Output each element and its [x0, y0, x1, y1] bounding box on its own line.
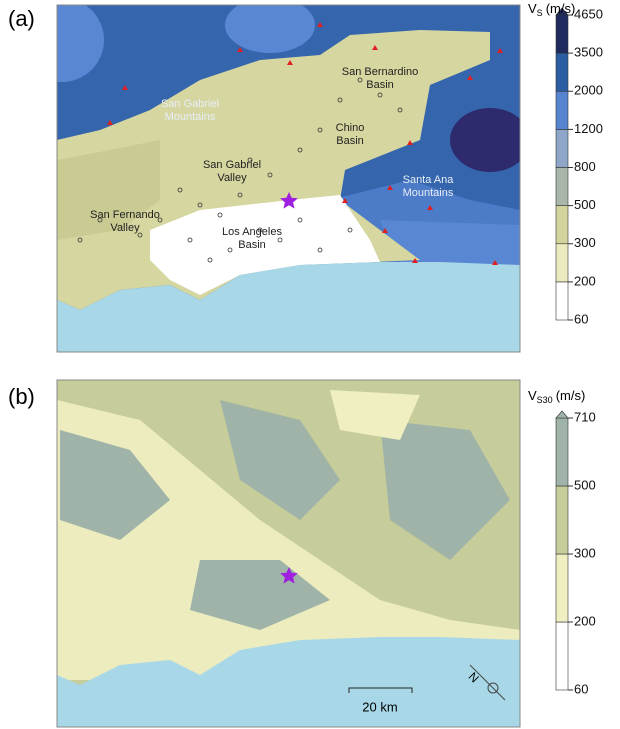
place-name: Valley: [110, 222, 140, 234]
title-sub: S: [537, 8, 543, 18]
place-name: Basin: [336, 135, 364, 147]
place-name: Mountains: [403, 187, 454, 199]
colorbar-segment: [556, 53, 568, 91]
title-main: V: [528, 388, 537, 403]
place-name: Santa Ana: [403, 174, 455, 186]
colorbar-tick-label: 2000: [574, 83, 603, 98]
colorbar-cap: [556, 411, 568, 418]
colorbar-tick-label: 3500: [574, 45, 603, 60]
map-a: [20, 0, 530, 352]
colorbar-segment: [556, 129, 568, 167]
place-name: Basin: [238, 239, 266, 251]
colorbar-tick-label: 300: [574, 235, 596, 250]
panel-label: (a): [8, 6, 35, 31]
place-name: Chino: [336, 122, 365, 134]
colorbar-tick-label: 1200: [574, 121, 603, 136]
colorbar-title: VS30(m/s): [528, 388, 585, 405]
place-name: San Gabriel: [203, 159, 261, 171]
title-sub: S30: [537, 395, 553, 405]
colorbar-segment: [556, 206, 568, 244]
colorbar-segment: [556, 168, 568, 206]
colorbar-tick-label: 200: [574, 613, 596, 628]
colorbar-segment: [556, 418, 568, 486]
map-b: [57, 380, 520, 727]
colorbar-segment: [556, 282, 568, 320]
place-name: Valley: [217, 172, 247, 184]
colorbar-segment: [556, 91, 568, 129]
place-name: Los Angeles: [222, 226, 282, 238]
colorbar-segment: [556, 15, 568, 53]
colorbar-title: VS(m/s): [528, 1, 575, 18]
colorbar-segment: [556, 554, 568, 622]
colorbar-tick-label: 300: [574, 545, 596, 560]
colorbar-tick-label: 60: [574, 311, 588, 326]
place-name: San Bernardino: [342, 66, 418, 78]
figure: (a)(b)San GabrielMountainsSan Bernardino…: [0, 0, 620, 729]
colorbar-tick-label: 60: [574, 681, 588, 696]
title-unit: (m/s): [556, 388, 586, 403]
colorbar-tick-label: 4650: [574, 6, 603, 21]
colorbar-tick-label: 500: [574, 197, 596, 212]
colorbar-tick-label: 200: [574, 273, 596, 288]
place-name: San Gabriel: [161, 98, 219, 110]
colorbar-tick-label: 500: [574, 477, 596, 492]
title-main: V: [528, 1, 537, 16]
panel-label: (b): [8, 384, 35, 409]
place-name: Mountains: [165, 111, 216, 123]
title-unit: (m/s): [546, 1, 576, 16]
colorbar-segment: [556, 622, 568, 690]
colorbar-tick-label: 710: [574, 409, 596, 424]
scale-label: 20 km: [362, 699, 397, 714]
colorbar-segment: [556, 244, 568, 282]
colorbar-tick-label: 800: [574, 159, 596, 174]
colorbar-segment: [556, 486, 568, 554]
place-name: Basin: [366, 79, 394, 91]
place-name: San Fernando: [90, 209, 160, 221]
